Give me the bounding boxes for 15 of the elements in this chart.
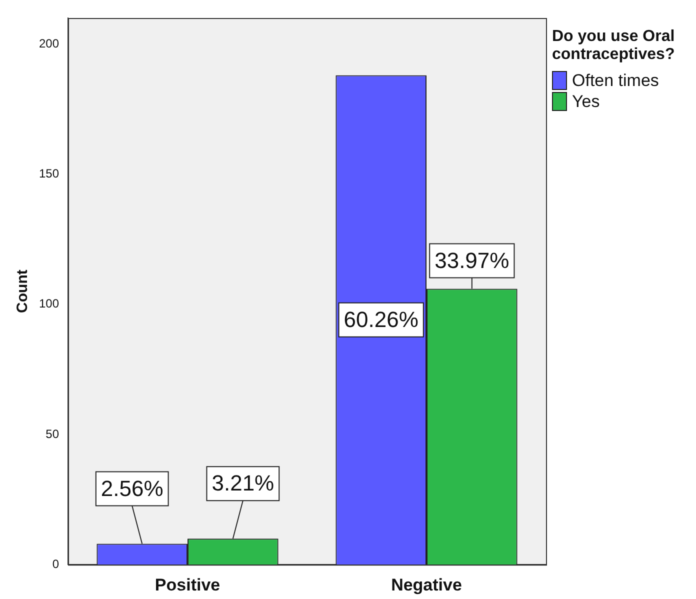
- x-tick-label: Negative: [391, 575, 462, 594]
- annotation: 60.26%: [344, 306, 418, 332]
- legend-label: Yes: [572, 91, 600, 112]
- annotation: 2.56%: [100, 476, 164, 501]
- y-axis-title: Count: [14, 270, 32, 313]
- y-tick-label: 100: [38, 296, 60, 311]
- annotation: 3.21%: [212, 470, 274, 496]
- y-tick-label: 200: [38, 36, 60, 50]
- legend-label: Often times: [572, 70, 659, 91]
- legend-title: Do you use Oral contraceptives?: [552, 28, 676, 64]
- x-tick-label: Positive: [154, 575, 220, 594]
- y-tick-label: 150: [38, 166, 60, 180]
- y-tick-label: 50: [46, 426, 60, 441]
- y-tick-label: 0: [52, 556, 60, 571]
- annotation: 33.97%: [434, 248, 510, 273]
